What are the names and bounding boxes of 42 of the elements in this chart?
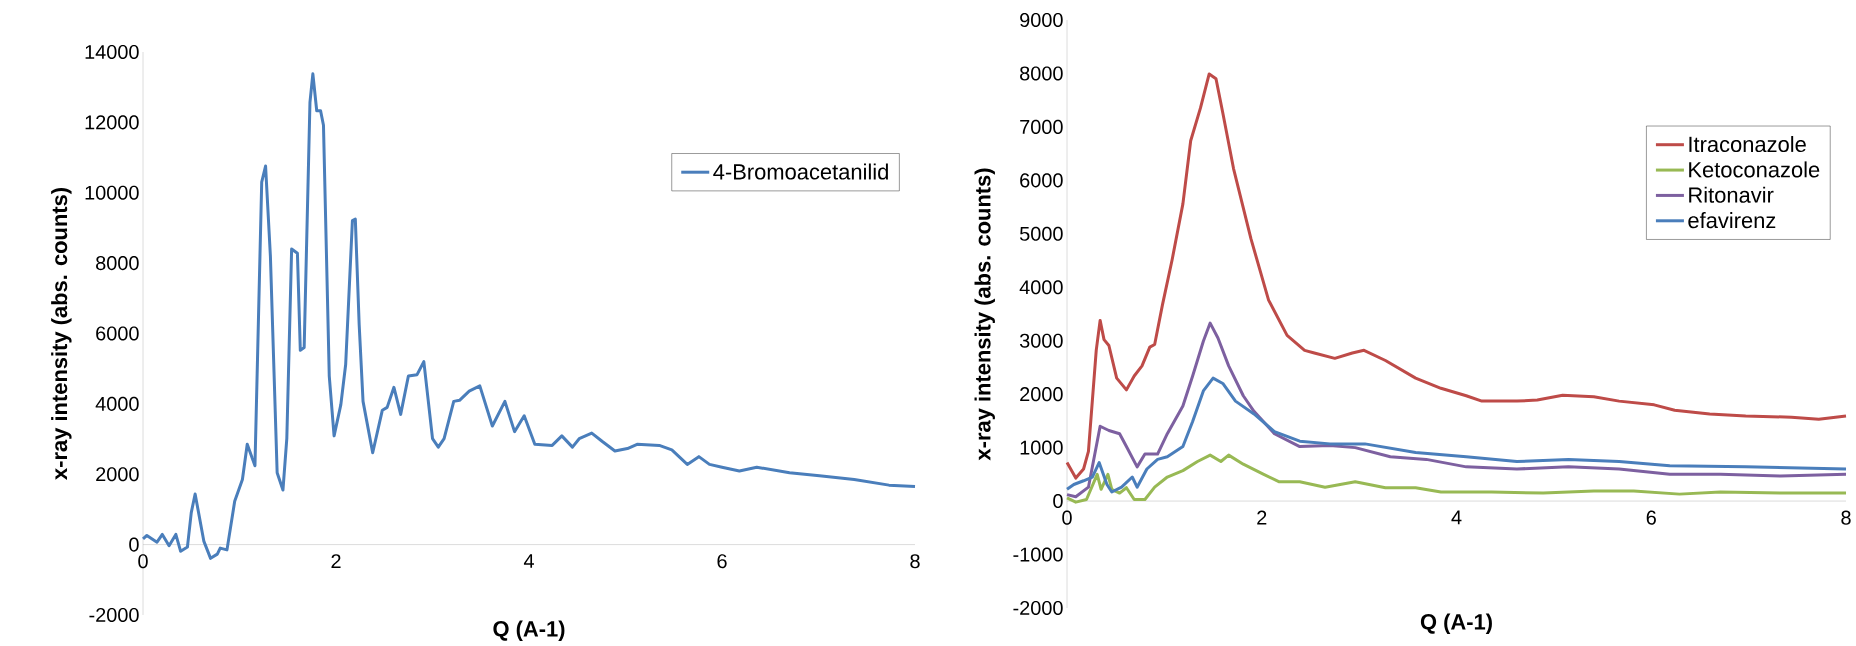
y-tick-label: 0 bbox=[129, 537, 139, 552]
y-tick-label: 14000 bbox=[85, 44, 139, 60]
legend-label: Ritonavir bbox=[1689, 186, 1774, 203]
x-tick-label: 4 bbox=[1451, 510, 1462, 525]
line-series bbox=[1065, 376, 1848, 494]
x-tick-label: 4 bbox=[523, 554, 534, 568]
legend-label: Itraconazole bbox=[1689, 136, 1806, 153]
y-axis-title: x-ray intensity (abs. counts) bbox=[51, 188, 72, 480]
y-tick-label: 12000 bbox=[85, 115, 139, 130]
y-tick-label: 0 bbox=[1053, 494, 1063, 509]
x-tick-label: 8 bbox=[910, 554, 920, 569]
y-tick-label: -2000 bbox=[89, 607, 139, 623]
y-tick-label: 7000 bbox=[1020, 119, 1063, 134]
y-tick-label: 10000 bbox=[85, 185, 139, 200]
x-axis-title: Q (A-1) bbox=[493, 620, 565, 641]
y-tick-label: 4000 bbox=[1019, 280, 1063, 295]
y-tick-label: 9000 bbox=[1020, 12, 1063, 28]
line-series bbox=[1065, 453, 1848, 504]
y-tick-label: -1000 bbox=[1013, 547, 1063, 562]
y-tick-label: 5000 bbox=[1019, 226, 1063, 241]
y-tick-label: 2000 bbox=[96, 467, 139, 482]
y-tick-label: -2000 bbox=[1013, 600, 1063, 616]
y-axis-title: x-ray intensity (abs. counts) bbox=[974, 168, 995, 461]
x-tick-label: 2 bbox=[1257, 510, 1267, 525]
legend-label: Ketoconazole bbox=[1689, 161, 1820, 178]
x-tick-label: 2 bbox=[331, 554, 341, 569]
y-tick-label: 8000 bbox=[1020, 66, 1063, 81]
y-tick-label: 2000 bbox=[1020, 387, 1063, 402]
y-tick-label: 3000 bbox=[1019, 333, 1063, 348]
y-tick-label: 1000 bbox=[1020, 440, 1063, 455]
line-series bbox=[1065, 72, 1848, 480]
x-axis-title: Q (A-1) bbox=[1420, 613, 1492, 634]
line-series bbox=[1065, 321, 1848, 499]
x-tick-label: 6 bbox=[1646, 510, 1656, 525]
y-tick-label: 8000 bbox=[96, 256, 139, 271]
y-tick-label: 6000 bbox=[96, 326, 139, 341]
legend-label: efavirenz bbox=[1688, 212, 1776, 229]
y-tick-label: 4000 bbox=[95, 396, 139, 411]
legend-label: 4-Bromoacetanilid bbox=[713, 163, 888, 180]
y-tick-label: 6000 bbox=[1020, 173, 1063, 188]
x-tick-label: 8 bbox=[1841, 510, 1851, 525]
x-tick-label: 6 bbox=[717, 554, 727, 569]
